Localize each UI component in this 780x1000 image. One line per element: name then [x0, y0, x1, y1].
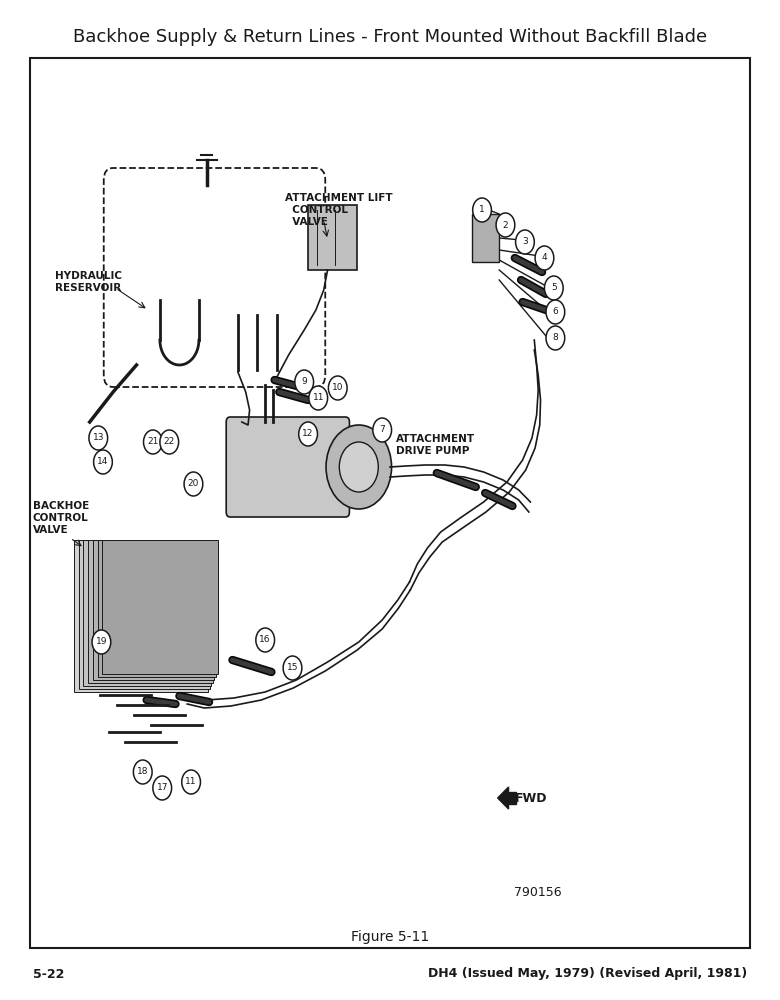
Text: ATTACHMENT
DRIVE PUMP: ATTACHMENT DRIVE PUMP — [396, 434, 475, 456]
FancyBboxPatch shape — [104, 168, 325, 387]
Polygon shape — [498, 787, 509, 809]
Text: 19: 19 — [96, 638, 107, 647]
Circle shape — [160, 430, 179, 454]
Text: HYDRAULIC
RESERVOIR: HYDRAULIC RESERVOIR — [55, 271, 122, 293]
Circle shape — [283, 656, 302, 680]
Circle shape — [133, 760, 152, 784]
Circle shape — [326, 425, 392, 509]
FancyBboxPatch shape — [102, 540, 218, 674]
Text: ATTACHMENT LIFT
  CONTROL
  VALVE: ATTACHMENT LIFT CONTROL VALVE — [285, 193, 392, 227]
Text: 7: 7 — [379, 426, 385, 434]
Text: 5-22: 5-22 — [33, 968, 64, 980]
Text: 8: 8 — [552, 334, 558, 342]
FancyBboxPatch shape — [83, 540, 211, 686]
Circle shape — [309, 386, 328, 410]
Circle shape — [295, 370, 314, 394]
Circle shape — [473, 198, 491, 222]
Text: 11: 11 — [313, 393, 324, 402]
Text: 790156: 790156 — [514, 886, 562, 898]
FancyBboxPatch shape — [308, 205, 357, 270]
Text: 2: 2 — [502, 221, 509, 230]
Circle shape — [516, 230, 534, 254]
Text: Backhoe Supply & Return Lines - Front Mounted Without Backfill Blade: Backhoe Supply & Return Lines - Front Mo… — [73, 28, 707, 46]
Text: 4: 4 — [541, 253, 548, 262]
Text: 1: 1 — [479, 206, 485, 215]
Circle shape — [153, 776, 172, 800]
FancyBboxPatch shape — [88, 540, 213, 683]
Circle shape — [535, 246, 554, 270]
Text: 12: 12 — [303, 430, 314, 438]
Circle shape — [544, 276, 563, 300]
Text: 13: 13 — [93, 434, 104, 442]
Bar — [509, 792, 516, 804]
Text: 14: 14 — [98, 458, 108, 466]
Text: 6: 6 — [552, 308, 558, 316]
Circle shape — [339, 442, 378, 492]
Circle shape — [144, 430, 162, 454]
FancyBboxPatch shape — [74, 540, 208, 692]
FancyBboxPatch shape — [93, 540, 214, 680]
Circle shape — [182, 770, 200, 794]
Text: 16: 16 — [260, 636, 271, 645]
Circle shape — [94, 450, 112, 474]
Text: 21: 21 — [147, 438, 158, 446]
Circle shape — [299, 422, 317, 446]
Circle shape — [256, 628, 275, 652]
FancyBboxPatch shape — [472, 214, 499, 262]
Text: Figure 5-11: Figure 5-11 — [351, 930, 429, 944]
Circle shape — [89, 426, 108, 450]
Text: 3: 3 — [522, 237, 528, 246]
Bar — [30, 58, 750, 948]
Text: 10: 10 — [332, 383, 343, 392]
Circle shape — [546, 326, 565, 350]
Text: BACKHOE
CONTROL
VALVE: BACKHOE CONTROL VALVE — [33, 501, 89, 535]
Text: 22: 22 — [164, 438, 175, 446]
Circle shape — [92, 630, 111, 654]
Circle shape — [184, 472, 203, 496]
FancyBboxPatch shape — [79, 540, 210, 689]
Text: 18: 18 — [137, 768, 148, 776]
Text: 9: 9 — [301, 377, 307, 386]
Text: DH4 (Issued May, 1979) (Revised April, 1981): DH4 (Issued May, 1979) (Revised April, 1… — [428, 968, 747, 980]
Text: 20: 20 — [188, 480, 199, 488]
Text: FWD: FWD — [515, 792, 548, 804]
Circle shape — [328, 376, 347, 400]
Text: 11: 11 — [186, 778, 197, 786]
Circle shape — [546, 300, 565, 324]
Text: 17: 17 — [157, 784, 168, 792]
FancyBboxPatch shape — [226, 417, 349, 517]
Text: 15: 15 — [287, 664, 298, 672]
FancyBboxPatch shape — [98, 540, 216, 677]
Circle shape — [373, 418, 392, 442]
Circle shape — [496, 213, 515, 237]
Text: 5: 5 — [551, 284, 557, 292]
